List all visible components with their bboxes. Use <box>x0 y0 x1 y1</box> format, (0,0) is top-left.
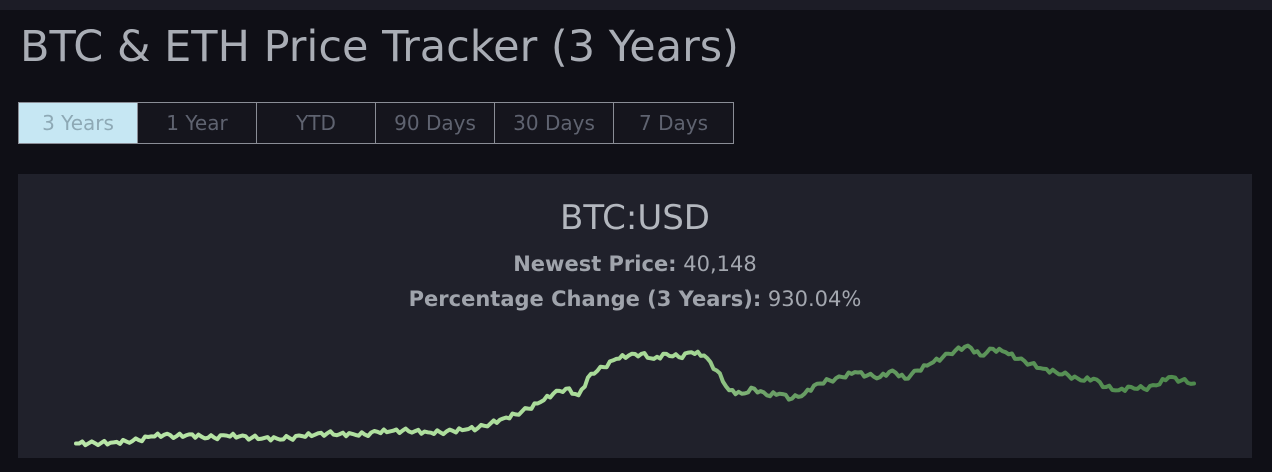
percentage-change: Percentage Change (3 Years): 930.04% <box>18 287 1252 311</box>
tab-3-years[interactable]: 3 Years <box>19 103 138 143</box>
newest-price: Newest Price: 40,148 <box>18 252 1252 276</box>
price-line-chart <box>74 343 1196 448</box>
tab-ytd[interactable]: YTD <box>257 103 376 143</box>
btc-card: BTC:USD Newest Price: 40,148 Percentage … <box>18 174 1252 458</box>
btc-price-line <box>74 343 1196 448</box>
tab-7-days[interactable]: 7 Days <box>614 103 733 143</box>
tab-30-days[interactable]: 30 Days <box>495 103 614 143</box>
tab-90-days[interactable]: 90 Days <box>376 103 495 143</box>
newest-price-label: Newest Price: <box>513 252 677 276</box>
percentage-change-label: Percentage Change (3 Years): <box>408 287 762 311</box>
card-title: BTC:USD <box>560 198 710 238</box>
percentage-change-value: 930.04% <box>767 287 862 311</box>
top-bar <box>0 0 1272 10</box>
page-title: BTC & ETH Price Tracker (3 Years) <box>20 22 739 72</box>
tab-1-year[interactable]: 1 Year <box>138 103 257 143</box>
newest-price-value: 40,148 <box>683 252 757 276</box>
time-range-tabs: 3 Years 1 Year YTD 90 Days 30 Days 7 Day… <box>18 102 734 144</box>
